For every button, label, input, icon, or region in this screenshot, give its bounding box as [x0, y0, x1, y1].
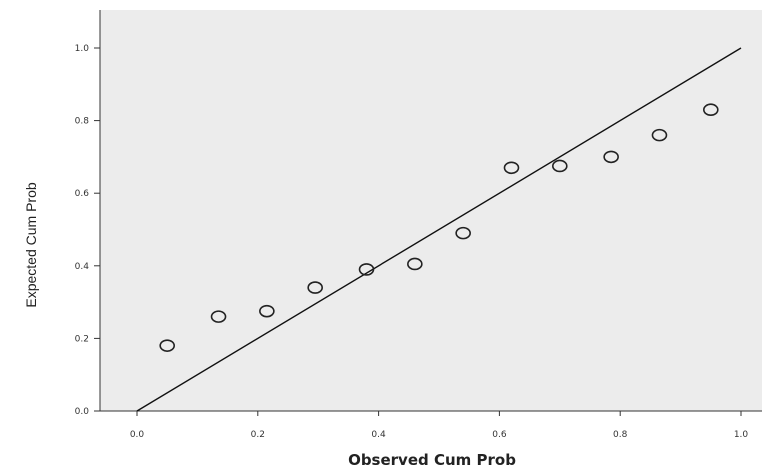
- x-tick-label: 0.6: [492, 430, 507, 440]
- data-point: [702, 103, 719, 117]
- y-tick-label: 0.6: [75, 189, 90, 199]
- data-point: [210, 310, 227, 323]
- y-tick-label: 0.4: [75, 262, 90, 272]
- data-point: [603, 150, 619, 164]
- y-axis-title: Expected Cum Prob: [23, 182, 39, 307]
- data-point: [455, 226, 471, 240]
- data-point: [551, 159, 568, 173]
- x-tick-label: 0.4: [371, 430, 386, 440]
- data-point: [358, 263, 375, 276]
- data-point: [503, 161, 520, 175]
- x-axis-title: Observed Cum Prob: [348, 451, 516, 469]
- data-point: [651, 128, 668, 142]
- data-point: [259, 304, 275, 318]
- x-tick-label: 0.8: [613, 430, 628, 440]
- x-tick-label: 0.2: [251, 430, 265, 440]
- data-point: [159, 339, 175, 352]
- y-tick-label: 0.2: [75, 334, 89, 344]
- y-axis-ticks: 0.0 0.2 0.4 0.6 0.8 1.0: [75, 44, 100, 417]
- plot-area: [100, 10, 762, 411]
- data-points: [159, 103, 719, 352]
- x-axis-ticks: 0.0 0.2 0.4 0.6 0.8 1.0: [130, 411, 749, 440]
- data-point: [407, 257, 423, 271]
- x-tick-label: 0.0: [130, 430, 145, 440]
- x-tick-label: 1.0: [734, 430, 749, 440]
- y-tick-label: 1.0: [75, 44, 90, 54]
- reference-line: [136, 47, 742, 412]
- data-point: [307, 281, 323, 294]
- y-tick-label: 0.8: [75, 117, 90, 127]
- y-tick-label: 0.0: [75, 407, 90, 417]
